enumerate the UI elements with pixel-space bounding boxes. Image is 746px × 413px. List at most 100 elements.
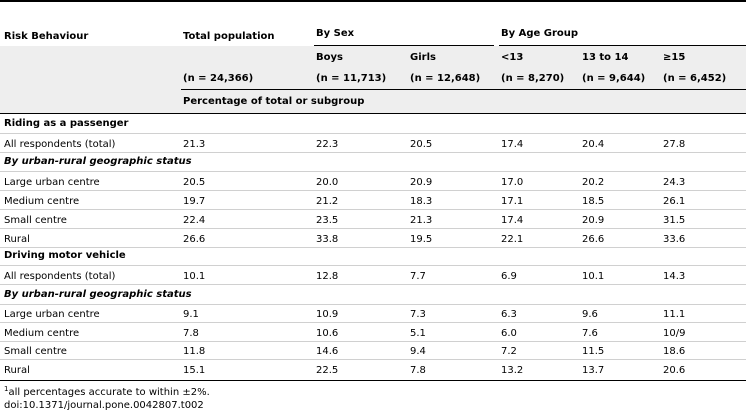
cell-value: 20.6 — [663, 365, 686, 376]
cell-value: 33.8 — [316, 234, 339, 245]
cell-value: 6.3 — [501, 309, 517, 320]
cell-value: 27.8 — [663, 139, 686, 150]
cell-value: 15.1 — [183, 365, 206, 376]
cell-value: 21.2 — [316, 196, 339, 207]
row-label: Medium centre — [4, 196, 80, 207]
cell-value: 10.1 — [582, 271, 605, 282]
cell-value: 9.1 — [183, 309, 199, 320]
row-divider — [0, 247, 746, 248]
cell-value: 21.3 — [183, 139, 206, 150]
header-n-total: (n = 24,366) — [183, 73, 254, 84]
cell-value: 11.1 — [663, 309, 686, 320]
header-n-age-13-14: (n = 9,644) — [582, 73, 646, 84]
header-by-age-group: By Age Group — [501, 28, 579, 39]
cell-value: 13.2 — [501, 365, 524, 376]
row-label: Large urban centre — [4, 309, 100, 320]
cell-value: 24.3 — [663, 177, 686, 188]
cell-value: 17.4 — [501, 215, 524, 226]
table-bottom-rule — [0, 380, 746, 381]
cell-value: 21.3 — [410, 215, 433, 226]
cell-value: 22.4 — [183, 215, 206, 226]
cell-value: 9.6 — [582, 309, 598, 320]
cell-value: 7.3 — [410, 309, 426, 320]
footnote: 1all percentages accurate to within ±2%. — [4, 386, 210, 399]
header-by-sex: By Sex — [316, 28, 355, 39]
cell-value: 22.1 — [501, 234, 524, 245]
row-divider — [0, 152, 746, 153]
footnote-mark: 1 — [4, 385, 9, 393]
header-total-population: Total population — [183, 31, 275, 42]
cell-value: 7.6 — [582, 328, 598, 339]
cell-value: 10.1 — [183, 271, 206, 282]
cell-value: 5.1 — [410, 328, 426, 339]
row-divider — [0, 341, 746, 342]
row-divider — [0, 228, 746, 229]
row-label: Medium centre — [4, 328, 80, 339]
row-divider — [0, 265, 746, 266]
row-divider — [0, 304, 746, 305]
header-n-girls: (n = 12,648) — [410, 73, 481, 84]
cell-value: 18.3 — [410, 196, 433, 207]
cell-value: 10/9 — [663, 328, 686, 339]
header-n-age-under-13: (n = 8,270) — [501, 73, 565, 84]
cell-value: 22.3 — [316, 139, 339, 150]
cell-value: 17.4 — [501, 139, 524, 150]
cell-value: 20.9 — [582, 215, 605, 226]
header-shade-band — [0, 46, 746, 113]
cell-value: 20.5 — [410, 139, 433, 150]
cell-value: 19.7 — [183, 196, 206, 207]
cell-value: 14.6 — [316, 346, 339, 357]
header-age-15-plus: ≥15 — [663, 52, 686, 63]
header-age-13-14: 13 to 14 — [582, 52, 629, 63]
row-label: All respondents (total) — [4, 271, 116, 282]
by-age-underline — [499, 45, 746, 46]
cell-value: 20.5 — [183, 177, 206, 188]
cell-value: 6.9 — [501, 271, 517, 282]
pct-upper-line — [181, 89, 746, 90]
header-n-boys: (n = 11,713) — [316, 73, 387, 84]
header-age-under-13: <13 — [501, 52, 524, 63]
row-divider — [0, 209, 746, 210]
cell-value: 19.5 — [410, 234, 433, 245]
cell-value: 22.5 — [316, 365, 339, 376]
cell-value: 17.0 — [501, 177, 524, 188]
by-sex-underline — [314, 45, 494, 46]
cell-value: 20.4 — [582, 139, 605, 150]
cell-value: 26.6 — [183, 234, 206, 245]
cell-value: 20.2 — [582, 177, 605, 188]
cell-value: 23.5 — [316, 215, 339, 226]
cell-value: 13.7 — [582, 365, 605, 376]
row-divider — [0, 133, 746, 134]
cell-value: 11.8 — [183, 346, 206, 357]
doi-link[interactable]: doi:10.1371/journal.pone.0042807.t002 — [4, 400, 204, 411]
cell-value: 7.8 — [410, 365, 426, 376]
row-label: Small centre — [4, 215, 67, 226]
row-label: Large urban centre — [4, 177, 100, 188]
cell-value: 7.8 — [183, 328, 199, 339]
footnote-text: all percentages accurate to within ±2%. — [8, 387, 210, 398]
row-label: Rural — [4, 234, 30, 245]
cell-value: 18.5 — [582, 196, 605, 207]
cell-value: 7.7 — [410, 271, 426, 282]
row-divider — [0, 190, 746, 191]
cell-value: 7.2 — [501, 346, 517, 357]
header-girls: Girls — [410, 52, 436, 63]
row-divider — [0, 171, 746, 172]
cell-value: 17.1 — [501, 196, 524, 207]
cell-value: 20.0 — [316, 177, 339, 188]
header-percentage-note: Percentage of total or subgroup — [183, 96, 365, 107]
cell-value: 20.9 — [410, 177, 433, 188]
cell-value: 11.5 — [582, 346, 605, 357]
header-bottom-rule — [0, 113, 746, 114]
cell-value: 10.6 — [316, 328, 339, 339]
cell-value: 10.9 — [316, 309, 339, 320]
row-divider — [0, 359, 746, 360]
row-label: All respondents (total) — [4, 139, 116, 150]
cell-value: 14.3 — [663, 271, 686, 282]
cell-value: 18.6 — [663, 346, 686, 357]
section-title: Driving motor vehicle — [4, 250, 126, 261]
cell-value: 12.8 — [316, 271, 339, 282]
cell-value: 26.6 — [582, 234, 605, 245]
section-title: Riding as a passenger — [4, 118, 129, 129]
row-label: Rural — [4, 365, 30, 376]
